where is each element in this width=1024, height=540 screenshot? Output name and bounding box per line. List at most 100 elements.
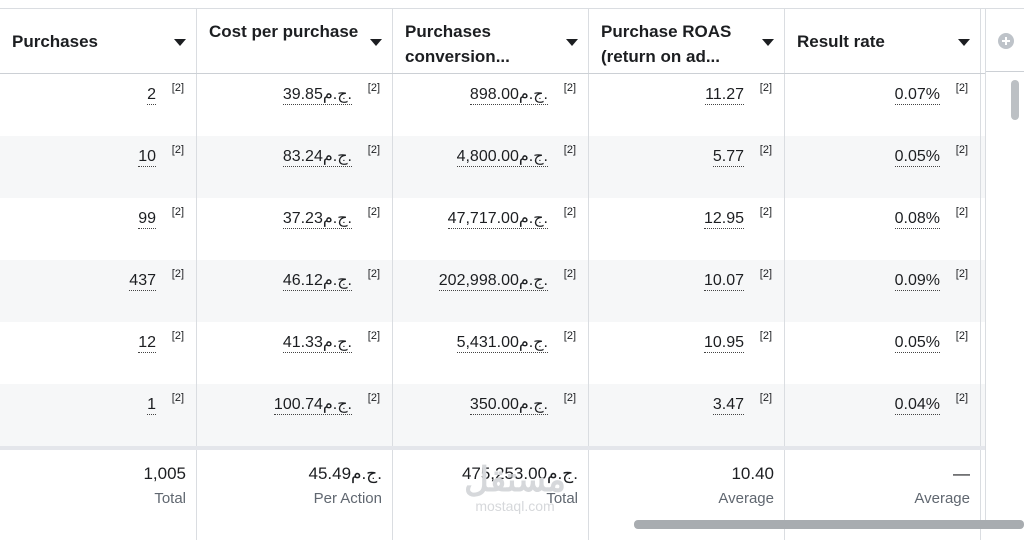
footnote: [2] — [171, 330, 184, 342]
caret-down-icon[interactable] — [174, 39, 186, 46]
total-result-rate: — Average — [785, 450, 981, 540]
footnote: [2] — [171, 268, 184, 280]
cell-purchase-roas: 10.95 [2] — [589, 322, 785, 384]
footnote: [2] — [759, 392, 772, 404]
cell-value[interactable]: 3.47 — [712, 396, 744, 415]
plus-circle-icon[interactable] — [998, 33, 1014, 49]
cell-purchases-conversion: 350.00ج.م. [2] — [393, 384, 589, 446]
cell-purchases: 437 [2] — [0, 260, 197, 322]
cell-value[interactable]: 10.07 — [703, 272, 744, 291]
cell-value[interactable]: 5.77 — [712, 148, 744, 167]
cell-value[interactable]: 46.12ج.م. — [282, 272, 352, 291]
cell-value[interactable]: 898.00ج.م. — [469, 86, 548, 105]
cell-purchases: 12 [2] — [0, 322, 197, 384]
footnote: [2] — [563, 82, 576, 94]
caret-down-icon[interactable] — [958, 39, 970, 46]
footnote: [2] — [367, 206, 380, 218]
cell-result-rate: 0.08% [2] — [785, 198, 981, 260]
cell-value[interactable]: 202,998.00ج.م. — [438, 272, 548, 291]
cell-value[interactable]: 0.04% — [894, 396, 940, 415]
total-value: — — [953, 464, 970, 483]
table-row: 1 [2] 100.74ج.م. [2] 350.00ج.م. [2] 3.47 [2]… — [0, 384, 985, 446]
footnote: [2] — [171, 144, 184, 156]
footnote: [2] — [759, 144, 772, 156]
total-label: Average — [914, 490, 970, 507]
cell-value[interactable]: 5,431.00ج.م. — [456, 334, 548, 353]
cell-purchase-roas: 11.27 [2] — [589, 74, 785, 136]
table-row: 99 [2] 37.23ج.م. [2] 47,717.00ج.م. [2] 12.9… — [0, 198, 985, 260]
cell-value[interactable]: 12 — [138, 334, 156, 353]
cell-value[interactable]: 39.85ج.م. — [282, 86, 352, 105]
total-cost-per-purchase: 45.49ج.م. Per Action — [197, 450, 393, 540]
cell-value[interactable]: 99 — [138, 210, 156, 229]
footnote: [2] — [563, 206, 576, 218]
cell-purchases: 10 [2] — [0, 136, 197, 198]
footnote: [2] — [955, 268, 968, 280]
column-header-label: Purchase ROAS (return on ad... — [601, 22, 732, 66]
cell-value[interactable]: 47,717.00ج.م. — [447, 210, 548, 229]
cell-value[interactable]: 0.08% — [894, 210, 940, 229]
cell-result-rate: 0.05% [2] — [785, 322, 981, 384]
column-header-purchase-roas[interactable]: Purchase ROAS (return on ad... — [589, 9, 785, 73]
footnote: [2] — [563, 392, 576, 404]
cell-value[interactable]: 11.27 — [705, 86, 744, 105]
footnote: [2] — [563, 330, 576, 342]
footnote: [2] — [563, 268, 576, 280]
cell-value[interactable]: 1 — [147, 396, 156, 415]
cell-purchase-roas: 5.77 [2] — [589, 136, 785, 198]
cell-cost-per-purchase: 39.85ج.م. [2] — [197, 74, 393, 136]
total-label: Total — [546, 490, 578, 507]
horizontal-scrollbar[interactable] — [634, 520, 1024, 529]
cell-value[interactable]: 83.24ج.م. — [282, 148, 352, 167]
cell-purchases-conversion: 4,800.00ج.م. [2] — [393, 136, 589, 198]
cell-value[interactable]: 2 — [147, 86, 156, 105]
footnote: [2] — [759, 268, 772, 280]
cell-value[interactable]: 0.07% — [894, 86, 940, 105]
footnote: [2] — [955, 144, 968, 156]
vertical-scrollbar[interactable] — [1011, 80, 1019, 120]
cell-purchases-conversion: 47,717.00ج.م. [2] — [393, 198, 589, 260]
cell-value[interactable]: 0.05% — [894, 334, 940, 353]
total-label: Total — [154, 490, 186, 507]
cell-cost-per-purchase: 83.24ج.م. [2] — [197, 136, 393, 198]
footnote: [2] — [955, 330, 968, 342]
cell-purchases-conversion: 898.00ج.م. [2] — [393, 74, 589, 136]
cell-value[interactable]: 100.74ج.م. — [273, 396, 352, 415]
footnote: [2] — [367, 392, 380, 404]
column-header-result-rate[interactable]: Result rate — [785, 9, 981, 73]
total-label: Average — [718, 490, 774, 507]
cell-value[interactable]: 350.00ج.م. — [469, 396, 548, 415]
column-header-cost-per-purchase[interactable]: Cost per purchase — [197, 9, 393, 73]
caret-down-icon[interactable] — [370, 39, 382, 46]
column-header-label: Cost per purchase — [209, 22, 359, 41]
cell-value[interactable]: 10.95 — [703, 334, 744, 353]
caret-down-icon[interactable] — [762, 39, 774, 46]
watermark: مستقل mostaql.com — [450, 462, 580, 514]
cell-value[interactable]: 41.33ج.م. — [282, 334, 352, 353]
column-header-label: Purchases — [12, 32, 98, 51]
footnote: [2] — [955, 206, 968, 218]
cell-value[interactable]: 12.95 — [703, 210, 744, 229]
caret-down-icon[interactable] — [566, 39, 578, 46]
cell-purchases: 1 [2] — [0, 384, 197, 446]
column-header-purchases-conversion[interactable]: Purchases conversion... — [393, 9, 589, 73]
column-header-purchases[interactable]: Purchases — [0, 9, 197, 73]
table-row: 437 [2] 46.12ج.م. [2] 202,998.00ج.م. [2] 10… — [0, 260, 985, 322]
footnote: [2] — [171, 206, 184, 218]
results-table: Purchases Cost per purchase Purchases co… — [0, 8, 985, 540]
total-purchase-roas: 10.40 Average — [589, 450, 785, 540]
footnote: [2] — [563, 144, 576, 156]
cell-result-rate: 0.07% [2] — [785, 74, 981, 136]
cell-purchases-conversion: 5,431.00ج.م. [2] — [393, 322, 589, 384]
cell-value[interactable]: 0.09% — [894, 272, 940, 291]
cell-value[interactable]: 37.23ج.م. — [282, 210, 352, 229]
table-row: 12 [2] 41.33ج.م. [2] 5,431.00ج.م. [2] 10.95… — [0, 322, 985, 384]
cell-result-rate: 0.09% [2] — [785, 260, 981, 322]
cell-value[interactable]: 10 — [138, 148, 156, 167]
cell-value[interactable]: 4,800.00ج.م. — [456, 148, 548, 167]
cell-value[interactable]: 0.05% — [894, 148, 940, 167]
total-value: 1,005 — [143, 464, 186, 483]
cell-value[interactable]: 437 — [129, 272, 156, 291]
cell-result-rate: 0.04% [2] — [785, 384, 981, 446]
cell-purchases-conversion: 202,998.00ج.م. [2] — [393, 260, 589, 322]
